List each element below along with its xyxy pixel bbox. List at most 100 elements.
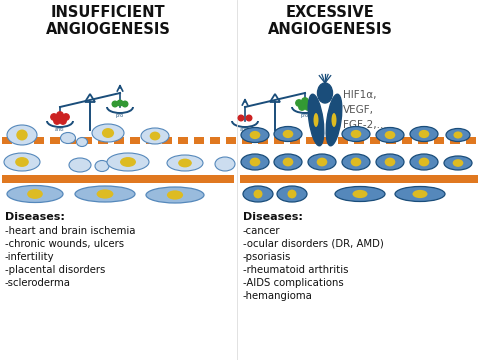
Circle shape: [299, 104, 305, 110]
Ellipse shape: [274, 126, 302, 141]
Ellipse shape: [376, 154, 404, 170]
Ellipse shape: [253, 190, 262, 198]
Text: -scleroderma: -scleroderma: [5, 278, 71, 288]
Ellipse shape: [120, 157, 136, 167]
Ellipse shape: [335, 186, 385, 202]
Text: INSUFFICIENT
ANGIOGENESIS: INSUFFICIENT ANGIOGENESIS: [45, 5, 171, 37]
Ellipse shape: [453, 159, 463, 167]
Ellipse shape: [69, 158, 91, 172]
Ellipse shape: [150, 132, 160, 140]
Circle shape: [296, 100, 302, 106]
Text: -infertility: -infertility: [5, 252, 54, 262]
Text: -cancer: -cancer: [243, 226, 281, 236]
Ellipse shape: [61, 132, 76, 144]
Ellipse shape: [287, 190, 296, 198]
Ellipse shape: [95, 161, 109, 171]
Ellipse shape: [317, 158, 327, 166]
Bar: [354, 137, 364, 144]
Ellipse shape: [317, 83, 333, 103]
Text: Diseases:: Diseases:: [243, 212, 303, 222]
Text: pro: pro: [116, 113, 124, 118]
Bar: [226, 137, 236, 144]
Bar: [130, 137, 140, 144]
Circle shape: [305, 104, 311, 110]
Circle shape: [246, 115, 252, 121]
Polygon shape: [270, 94, 280, 102]
Bar: [82, 137, 92, 144]
Ellipse shape: [243, 186, 273, 202]
Bar: [210, 137, 220, 144]
Ellipse shape: [7, 185, 63, 202]
Bar: [242, 137, 252, 144]
Bar: [240, 175, 478, 183]
Bar: [450, 137, 460, 144]
Ellipse shape: [410, 126, 438, 141]
Ellipse shape: [141, 128, 169, 144]
Ellipse shape: [7, 125, 37, 145]
Ellipse shape: [444, 156, 472, 170]
Bar: [34, 137, 44, 144]
Ellipse shape: [250, 158, 261, 166]
Ellipse shape: [351, 158, 361, 166]
Ellipse shape: [167, 155, 203, 171]
Bar: [66, 137, 76, 144]
Ellipse shape: [352, 190, 368, 198]
Ellipse shape: [385, 158, 395, 166]
Text: -hemangioma: -hemangioma: [243, 291, 313, 301]
Ellipse shape: [167, 190, 183, 200]
Text: -placental disorders: -placental disorders: [5, 265, 105, 275]
Ellipse shape: [342, 126, 370, 141]
Circle shape: [122, 101, 128, 107]
Ellipse shape: [308, 154, 336, 170]
Ellipse shape: [92, 124, 124, 142]
Ellipse shape: [395, 186, 445, 202]
Text: -rheumatoid arthritis: -rheumatoid arthritis: [243, 265, 348, 275]
Circle shape: [57, 112, 63, 118]
Circle shape: [60, 118, 66, 124]
Bar: [258, 137, 268, 144]
Ellipse shape: [107, 153, 149, 171]
Ellipse shape: [419, 158, 429, 166]
Ellipse shape: [97, 189, 113, 199]
Bar: [2, 175, 234, 183]
Text: -ocular disorders (DR, AMD): -ocular disorders (DR, AMD): [243, 239, 384, 249]
Text: HIF1α,
VEGF,
FGF-2,...: HIF1α, VEGF, FGF-2,...: [343, 90, 387, 130]
Circle shape: [302, 98, 308, 104]
Bar: [178, 137, 188, 144]
Bar: [50, 137, 60, 144]
Ellipse shape: [27, 189, 43, 199]
Ellipse shape: [410, 154, 438, 170]
Text: -heart and brain ischemia: -heart and brain ischemia: [5, 226, 135, 236]
Bar: [466, 137, 476, 144]
Ellipse shape: [454, 131, 463, 139]
Bar: [98, 137, 108, 144]
Bar: [290, 137, 300, 144]
Bar: [418, 137, 428, 144]
Text: anti: anti: [55, 127, 65, 132]
Ellipse shape: [15, 157, 29, 167]
Text: Diseases:: Diseases:: [5, 212, 65, 222]
Ellipse shape: [282, 130, 293, 138]
Ellipse shape: [419, 130, 429, 138]
Bar: [306, 137, 316, 144]
Ellipse shape: [314, 113, 318, 127]
Ellipse shape: [277, 186, 307, 202]
Text: anti: anti: [240, 127, 250, 132]
Ellipse shape: [16, 130, 28, 140]
Ellipse shape: [413, 190, 427, 198]
Bar: [434, 137, 444, 144]
Circle shape: [51, 114, 57, 120]
Ellipse shape: [75, 186, 135, 202]
Bar: [338, 137, 348, 144]
Ellipse shape: [146, 187, 204, 203]
Ellipse shape: [376, 127, 404, 143]
Bar: [274, 137, 284, 144]
Ellipse shape: [274, 154, 302, 170]
Bar: [370, 137, 380, 144]
Ellipse shape: [250, 131, 261, 139]
Polygon shape: [85, 94, 95, 102]
Bar: [194, 137, 204, 144]
Ellipse shape: [308, 94, 324, 146]
Circle shape: [238, 115, 244, 121]
Bar: [18, 137, 28, 144]
